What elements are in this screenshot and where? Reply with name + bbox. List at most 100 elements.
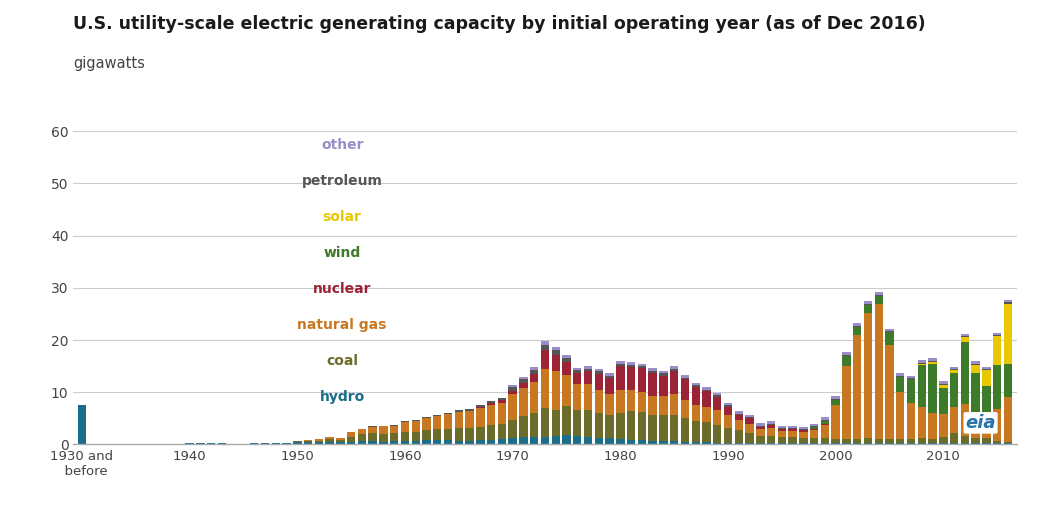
Bar [616,361,625,364]
Bar [304,441,312,442]
Bar [563,362,571,375]
Bar [994,336,1002,365]
Bar [702,407,711,423]
Bar [949,433,958,443]
Bar [843,443,851,444]
Bar [874,296,882,304]
Text: other: other [321,137,364,152]
Bar [357,441,366,444]
Bar [961,337,969,341]
Bar [627,390,635,411]
Text: natural gas: natural gas [298,318,387,332]
Bar [949,373,958,407]
Bar [369,427,377,433]
Bar [929,362,937,364]
Bar [886,332,894,345]
Bar [929,361,937,362]
Bar [681,378,690,379]
Bar [637,366,646,368]
Bar [616,364,625,366]
Bar [347,436,355,442]
Bar [745,424,754,433]
Bar [336,442,345,444]
Bar [724,428,733,443]
Bar [670,371,678,394]
Bar [864,438,872,443]
Bar [874,294,882,295]
Bar [724,443,733,444]
Bar [939,387,947,414]
Bar [594,374,603,390]
Bar [336,440,345,442]
Bar [551,436,560,444]
Bar [573,368,582,370]
Bar [767,428,776,435]
Bar [508,387,517,391]
Bar [627,365,635,367]
Bar [637,364,646,366]
Bar [767,422,776,424]
Bar [541,341,549,345]
Bar [939,384,947,385]
Bar [465,410,474,411]
Bar [939,414,947,437]
Bar [530,370,539,374]
Bar [821,438,829,443]
Bar [433,440,441,444]
Bar [487,425,496,440]
Bar [756,423,764,426]
Bar [1004,300,1012,302]
Bar [659,371,668,373]
Bar [541,408,549,436]
Bar [724,415,733,428]
Bar [907,378,915,379]
Bar [681,379,690,400]
Bar [929,359,937,361]
Bar [1004,302,1012,304]
Bar [455,412,463,428]
Bar [907,376,915,378]
Bar [239,443,247,444]
Bar [702,423,711,442]
Bar [314,441,323,442]
Text: eia: eia [965,414,996,432]
Bar [412,432,420,441]
Bar [853,439,861,443]
Bar [767,425,776,428]
Bar [433,429,441,440]
Bar [422,440,431,444]
Bar [874,443,882,444]
Bar [400,441,409,444]
Bar [347,432,355,436]
Bar [594,371,603,374]
Bar [412,422,420,432]
Bar [907,379,915,402]
Bar [422,430,431,440]
Bar [390,433,398,441]
Bar [971,364,980,365]
Bar [994,443,1002,444]
Bar [702,390,711,391]
Bar [724,405,733,407]
Bar [551,350,560,355]
Text: gigawatts: gigawatts [73,56,146,71]
Bar [584,369,592,371]
Bar [713,410,721,425]
Bar [670,369,678,371]
Bar [896,443,904,444]
Bar [412,420,420,422]
Bar [681,418,690,442]
Bar [326,437,334,439]
Bar [1004,304,1012,364]
Bar [971,443,980,444]
Bar [563,358,571,362]
Bar [379,442,388,444]
Bar [702,391,711,407]
Bar [788,429,796,431]
Bar [606,438,614,444]
Bar [390,425,398,426]
Bar [573,370,582,373]
Bar [939,385,947,387]
Bar [896,377,904,392]
Bar [519,379,527,383]
